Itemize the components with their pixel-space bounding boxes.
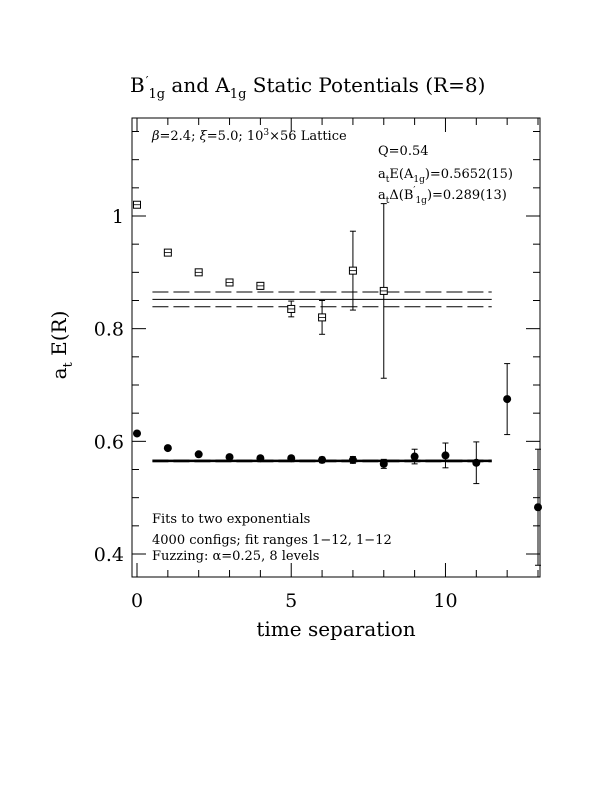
x-tick-label: 10	[433, 590, 457, 612]
y-axis-label: at E(R)	[47, 311, 76, 380]
x-tick-label: 5	[285, 590, 297, 612]
energy-b-annotation: atΔ(B′1g)=0.289(13)	[378, 186, 507, 206]
x-tick-label: 0	[131, 590, 143, 612]
fit-note-3: Fuzzing: α=0.25, 8 levels	[152, 549, 319, 564]
energy-a-annotation: atE(A1g)=0.5652(15)	[378, 167, 513, 185]
lattice-annotation: β=2.4; ξ=5.0; 103×56 Lattice	[151, 128, 347, 144]
data-marks	[133, 200, 542, 566]
chart-title: B′1g and A1g Static Potentials (R=8)	[130, 73, 485, 102]
data-point-circle	[379, 459, 388, 468]
data-point-circle	[534, 503, 542, 512]
data-point-circle	[163, 444, 172, 453]
x-axis-label: time separation	[256, 617, 415, 641]
data-point-circle	[318, 455, 327, 464]
fit-note-1: Fits to two exponentials	[152, 512, 310, 527]
y-tick-label: 0.4	[94, 544, 124, 566]
tick-labels: 0 5 10 0.4 0.6 0.8 1	[94, 206, 458, 612]
data-point-circle	[348, 455, 357, 464]
plot-frame	[131, 117, 541, 578]
axis-ticks	[132, 118, 540, 577]
data-point-circle	[133, 429, 141, 438]
data-point-circle	[503, 395, 512, 404]
y-tick-label: 0.6	[94, 431, 124, 453]
data-point-circle	[194, 450, 203, 459]
fit-note-2: 4000 configs; fit ranges 1−12, 1−12	[152, 533, 392, 548]
y-tick-label: 1	[112, 206, 124, 228]
data-point-circle	[287, 454, 296, 463]
y-tick-label: 0.8	[94, 319, 124, 341]
q-value-annotation: Q=0.54	[378, 144, 429, 159]
data-point-circle	[225, 453, 234, 462]
data-point-circle	[441, 451, 450, 460]
data-point-circle	[256, 454, 265, 463]
data-point-circle	[410, 452, 419, 461]
data-point-circle	[472, 458, 481, 467]
